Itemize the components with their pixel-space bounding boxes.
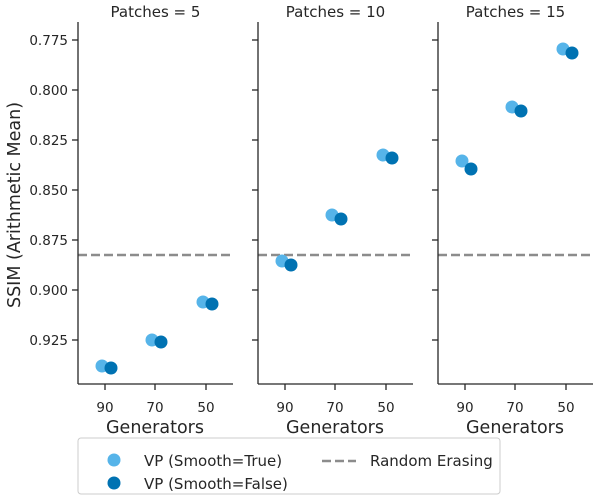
data-point-smooth-true-90 — [455, 154, 469, 168]
y-tick-label: 0.900 — [29, 283, 68, 299]
data-point-smooth-false-70 — [514, 104, 528, 118]
data-point-smooth-false-50 — [385, 151, 399, 165]
panel-title: Patches = 15 — [466, 3, 565, 21]
panel-2: Patches = 10 90 70 50 Generators — [252, 3, 413, 438]
panel-1: Patches = 5 0.775 0.800 0.825 0.850 0.875 0.90… — [29, 3, 233, 438]
data-point-smooth-false-90 — [104, 361, 118, 375]
data-point-smooth-false-90 — [464, 162, 478, 176]
legend-frame — [77, 437, 501, 495]
data-point-smooth-false-50 — [565, 46, 579, 60]
legend-marker-smooth-false — [107, 476, 121, 490]
x-tick-label: 90 — [96, 400, 113, 416]
y-tick-label: 0.825 — [29, 133, 68, 149]
data-point-smooth-false-70 — [154, 335, 168, 349]
y-tick-label: 0.875 — [29, 233, 68, 249]
y-tick-label: 0.925 — [29, 333, 68, 349]
legend-label-smooth-true: VP (Smooth=True) — [144, 452, 282, 470]
legend-label-random-erasing: Random Erasing — [370, 452, 493, 470]
legend: VP (Smooth=True) VP (Smooth=False) Rando… — [77, 437, 501, 495]
x-tick-label: 50 — [557, 400, 574, 416]
y-tick-label: 0.850 — [29, 183, 68, 199]
x-tick-label: 50 — [377, 400, 394, 416]
x-axis-title: Generators — [466, 418, 564, 438]
legend-marker-smooth-true — [107, 453, 121, 467]
x-axis-title: Generators — [286, 418, 384, 438]
panels-layer: Patches = 5 0.775 0.800 0.825 0.850 0.875 0.90… — [29, 3, 593, 438]
panel-title: Patches = 5 — [111, 3, 201, 21]
legend-label-smooth-false: VP (Smooth=False) — [144, 475, 288, 493]
y-tick-label: 0.775 — [29, 33, 68, 49]
panel-3: Patches = 15 90 70 50 Generators — [432, 3, 593, 438]
data-point-smooth-false-90 — [284, 258, 298, 272]
x-tick-label: 90 — [456, 400, 473, 416]
x-tick-label: 50 — [197, 400, 214, 416]
data-point-smooth-false-70 — [334, 212, 348, 226]
y-tick-label: 0.800 — [29, 83, 68, 99]
x-tick-label: 70 — [146, 400, 163, 416]
x-axis-title: Generators — [106, 418, 204, 438]
data-point-smooth-false-50 — [205, 297, 219, 311]
y-axis-title: SSIM (Arithmetic Mean) — [5, 102, 25, 308]
x-tick-label: 90 — [276, 400, 293, 416]
x-tick-label: 70 — [506, 400, 523, 416]
x-tick-label: 70 — [326, 400, 343, 416]
panel-title: Patches = 10 — [286, 3, 385, 21]
